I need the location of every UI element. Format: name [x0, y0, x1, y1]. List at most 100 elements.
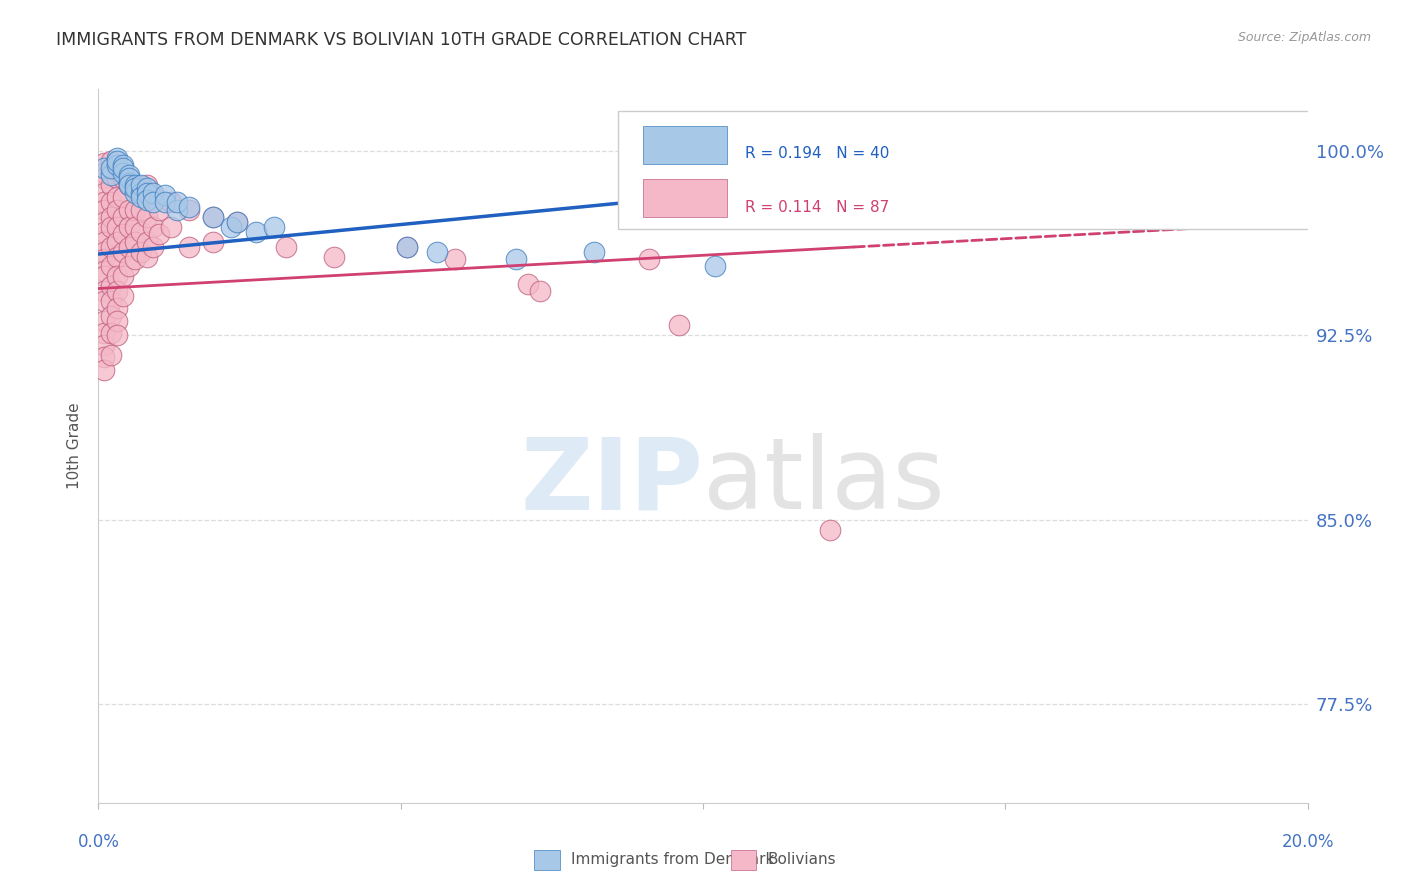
Bar	[643, 179, 727, 217]
Point	[135, 180, 157, 194]
Point	[118, 202, 141, 217]
Point	[100, 161, 122, 175]
Text: IMMIGRANTS FROM DENMARK VS BOLIVIAN 10TH GRADE CORRELATION CHART: IMMIGRANTS FROM DENMARK VS BOLIVIAN 10TH…	[56, 31, 747, 49]
Point	[124, 178, 146, 193]
Point	[118, 170, 141, 185]
Point	[221, 219, 243, 234]
Point	[142, 190, 165, 204]
Point	[202, 210, 225, 224]
Point	[142, 240, 165, 254]
Point	[111, 210, 134, 224]
Bar	[643, 126, 727, 164]
Point	[118, 178, 141, 193]
Point	[583, 244, 606, 259]
Text: ZIP: ZIP	[520, 434, 703, 530]
Point	[118, 176, 141, 190]
Point	[668, 318, 690, 333]
Point	[129, 202, 152, 217]
Point	[93, 264, 115, 278]
Point	[135, 178, 157, 193]
Point	[100, 195, 122, 210]
Point	[93, 284, 115, 298]
Point	[124, 180, 146, 194]
Point	[153, 188, 176, 202]
Point	[100, 309, 122, 323]
Point	[124, 219, 146, 234]
Point	[1218, 138, 1240, 153]
Point	[818, 523, 841, 537]
Point	[179, 240, 201, 254]
Point	[118, 240, 141, 254]
Point	[93, 215, 115, 229]
Point	[105, 151, 128, 165]
FancyBboxPatch shape	[619, 111, 1313, 228]
Point	[129, 178, 152, 193]
Point	[263, 219, 285, 234]
Point	[129, 190, 152, 204]
Point	[135, 210, 157, 224]
Point	[245, 225, 267, 239]
Point	[105, 159, 128, 173]
Point	[124, 235, 146, 249]
Point	[111, 159, 134, 173]
Point	[105, 190, 128, 204]
Point	[93, 225, 115, 239]
Point	[129, 244, 152, 259]
Point	[323, 250, 346, 264]
Text: atlas: atlas	[703, 434, 945, 530]
Point	[202, 235, 225, 249]
Point	[274, 240, 297, 254]
Text: R = 0.114   N = 87: R = 0.114 N = 87	[745, 200, 890, 215]
Point	[105, 269, 128, 284]
Point	[111, 227, 134, 242]
Point	[166, 195, 188, 210]
Point	[93, 313, 115, 327]
Point	[166, 202, 188, 217]
Point	[142, 195, 165, 210]
Point	[100, 166, 122, 180]
Point	[153, 195, 176, 210]
Point	[105, 170, 128, 185]
Point	[129, 186, 152, 200]
Point	[100, 293, 122, 308]
Point	[118, 178, 141, 193]
Point	[100, 279, 122, 293]
Point	[93, 195, 115, 210]
Point	[148, 202, 170, 217]
Point	[226, 215, 249, 229]
Point	[105, 313, 128, 327]
Point	[226, 215, 249, 229]
Point	[118, 169, 141, 183]
Point	[100, 178, 122, 193]
Point	[100, 326, 122, 340]
Point	[93, 351, 115, 365]
Point	[105, 153, 128, 168]
Point	[100, 153, 122, 168]
Point	[93, 161, 115, 175]
Point	[142, 219, 165, 234]
Y-axis label: 10th Grade: 10th Grade	[67, 402, 83, 490]
Point	[105, 202, 128, 217]
Point	[93, 156, 115, 170]
Point	[124, 202, 146, 217]
Point	[395, 240, 418, 254]
Point	[93, 293, 115, 308]
Point	[93, 235, 115, 249]
Point	[124, 178, 146, 193]
Point	[105, 219, 128, 234]
Text: R = 0.194   N = 40: R = 0.194 N = 40	[745, 146, 890, 161]
Point	[93, 170, 115, 185]
Point	[93, 362, 115, 376]
Point	[100, 219, 122, 234]
Point	[160, 219, 183, 234]
Point	[124, 252, 146, 266]
Point	[105, 301, 128, 316]
Point	[135, 250, 157, 264]
Point	[100, 240, 122, 254]
Point	[111, 289, 134, 303]
Point	[516, 277, 538, 291]
Point	[704, 260, 727, 274]
Point	[179, 200, 201, 214]
Point	[105, 235, 128, 249]
Point	[93, 166, 115, 180]
